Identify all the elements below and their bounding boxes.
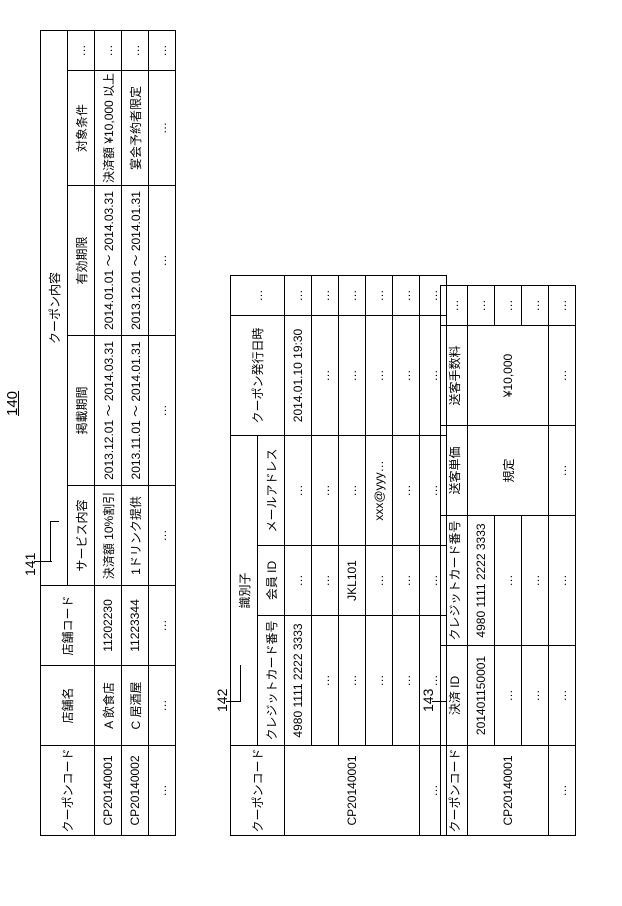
t2-h-coupon-code: クーポンコード — [231, 746, 285, 836]
t2-h-issue-dt: クーポン発行日時 — [231, 316, 285, 436]
t2-h-identifier: 識別子 — [231, 436, 258, 746]
t2-h-etc: … — [231, 276, 285, 316]
table-row: CP20140001A 飲食店11202230 決済額 10%割引2013.12… — [95, 30, 122, 835]
t1-h-coupon-content: クーポン内容 — [41, 30, 68, 585]
t3-fee-val: ¥10,000 — [468, 326, 549, 426]
table-143: クーポンコード 決済 ID クレジットカード番号 送客単価 送客手数料 … CP… — [440, 285, 576, 836]
t3-h-fee: 送客手数料 — [441, 326, 468, 426]
t1-h-shop-code: 店舗コード — [41, 586, 95, 666]
t2-h-cc-no: クレジットカード番号 — [258, 616, 285, 746]
t2-h-member-id: 会員 ID — [258, 546, 285, 616]
t1-h-target-cond: 対象条件 — [68, 70, 95, 185]
ref-label-141: 141 — [22, 553, 38, 576]
table-row: ……………… — [549, 286, 576, 836]
t3-h-pay-id: 決済 ID — [441, 646, 468, 746]
t1-h-etc: … — [68, 30, 95, 70]
t3-h-cc-no: クレジットカード番号 — [441, 516, 468, 646]
t3-h-etc: … — [441, 286, 468, 326]
t1-h-service: サービス内容 — [68, 486, 95, 586]
table-row: CP20140001 2014011500014980 1111 2222 33… — [468, 286, 495, 836]
t2-h-mail: メールアドレス — [258, 436, 285, 546]
t3-h-coupon-code: クーポンコード — [441, 746, 468, 836]
table-row: CP20140002C 居酒屋11223344 1ドリンク提供2013.11.0… — [122, 30, 149, 835]
table-row: CP20140001 4980 1111 2222 3333……2014.01.… — [285, 276, 312, 836]
t1-h-shop-name: 店舗名 — [41, 666, 95, 746]
t2-code-val: CP20140001 — [285, 746, 420, 836]
ref-label-140: 140 — [4, 391, 21, 416]
t1-h-post-period: 掲載期間 — [68, 336, 95, 486]
t1-h-coupon-code: クーポンコード — [41, 746, 95, 836]
t3-h-unit-price: 送客単価 — [441, 426, 468, 516]
table-141: クーポンコード 店舗名 店舗コード クーポン内容 サービス内容 掲載期間 有効期… — [40, 30, 176, 836]
t1-h-valid-period: 有効期限 — [68, 186, 95, 336]
t3-code-val: CP20140001 — [468, 746, 549, 836]
table-142: クーポンコード 識別子 クーポン発行日時 … クレジットカード番号 会員 ID … — [230, 275, 447, 836]
table-row: ……… ……… …… — [149, 30, 176, 835]
t3-unit-price-val: 規定 — [468, 426, 549, 516]
